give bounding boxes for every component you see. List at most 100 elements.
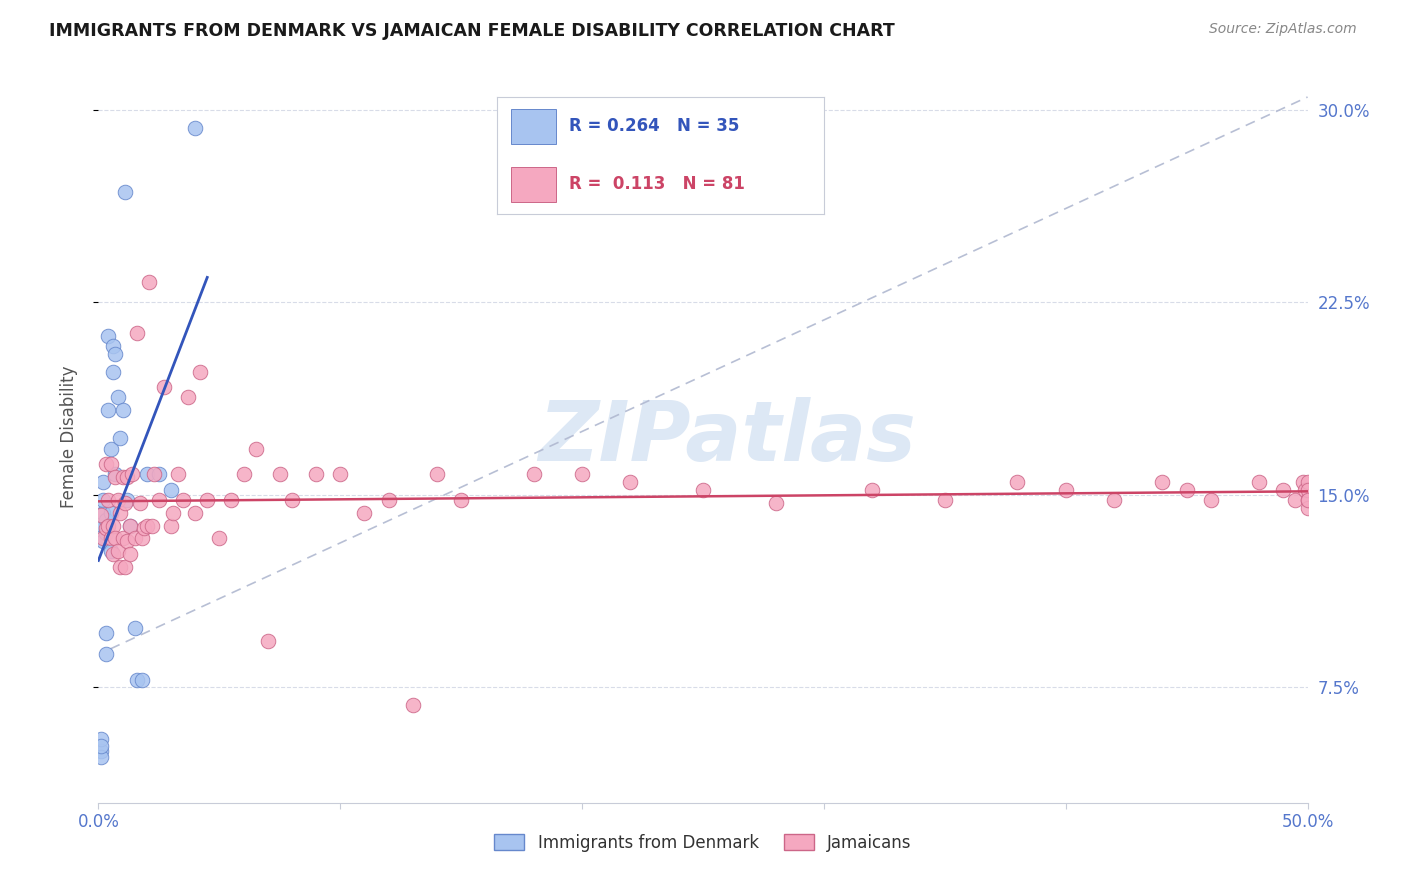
Point	[108, 506, 131, 520]
Point	[329, 467, 352, 482]
Point	[184, 120, 207, 135]
Point	[377, 492, 399, 507]
Point	[100, 506, 122, 520]
Point	[1284, 492, 1306, 507]
Point	[269, 467, 291, 482]
Point	[131, 673, 153, 687]
Legend: Immigrants from Denmark, Jamaicans: Immigrants from Denmark, Jamaicans	[486, 826, 920, 860]
Point	[90, 739, 112, 754]
Point	[101, 339, 124, 353]
Point	[94, 521, 117, 535]
Point	[934, 492, 956, 507]
Point	[108, 559, 131, 574]
Point	[94, 626, 117, 640]
Point	[188, 365, 211, 379]
Point	[97, 492, 120, 507]
Point	[143, 467, 166, 482]
Point	[91, 534, 114, 549]
Point	[860, 483, 883, 497]
Point	[141, 518, 163, 533]
Point	[107, 492, 129, 507]
Point	[523, 467, 546, 482]
Point	[111, 532, 134, 546]
Point	[114, 495, 136, 509]
Point	[94, 647, 117, 661]
Point	[1296, 475, 1319, 489]
Point	[162, 506, 184, 520]
Point	[100, 532, 122, 546]
Point	[118, 518, 141, 533]
Y-axis label: Female Disability: Female Disability	[59, 366, 77, 508]
Point	[118, 547, 141, 561]
Point	[104, 346, 127, 360]
Point	[97, 403, 120, 417]
Point	[111, 470, 134, 484]
Point	[131, 532, 153, 546]
Point	[114, 559, 136, 574]
Point	[1272, 483, 1295, 497]
Point	[1292, 475, 1315, 489]
Point	[256, 634, 278, 648]
Point	[426, 467, 449, 482]
Point	[692, 483, 714, 497]
Point	[124, 621, 146, 635]
Point	[97, 518, 120, 533]
Point	[91, 518, 114, 533]
Point	[128, 495, 150, 509]
Point	[571, 467, 593, 482]
Point	[101, 365, 124, 379]
Point	[1199, 492, 1222, 507]
Point	[1152, 475, 1174, 489]
Point	[172, 492, 194, 507]
Point	[232, 467, 254, 482]
Point	[138, 275, 160, 289]
Point	[94, 514, 117, 528]
Point	[195, 492, 218, 507]
Point	[107, 390, 129, 404]
Point	[118, 518, 141, 533]
Point	[281, 492, 304, 507]
Point	[104, 470, 127, 484]
Text: Source: ZipAtlas.com: Source: ZipAtlas.com	[1209, 22, 1357, 37]
Point	[1296, 492, 1319, 507]
Point	[90, 749, 112, 764]
Point	[1296, 492, 1319, 507]
Point	[1054, 483, 1077, 497]
Point	[208, 532, 231, 546]
Point	[353, 506, 375, 520]
Point	[305, 467, 328, 482]
Point	[765, 495, 787, 509]
Point	[104, 467, 127, 482]
Point	[94, 457, 117, 471]
Point	[104, 532, 127, 546]
Point	[117, 492, 139, 507]
Point	[124, 532, 146, 546]
Point	[1007, 475, 1029, 489]
Point	[101, 518, 124, 533]
Point	[221, 492, 243, 507]
Point	[1296, 483, 1319, 497]
Point	[127, 326, 149, 340]
Point	[184, 506, 207, 520]
Text: ZIPatlas: ZIPatlas	[538, 397, 917, 477]
Point	[90, 744, 112, 758]
Point	[114, 185, 136, 199]
Point	[152, 380, 174, 394]
Point	[100, 457, 122, 471]
Point	[177, 390, 200, 404]
Point	[402, 698, 425, 713]
Point	[134, 521, 156, 535]
Point	[160, 483, 183, 497]
Point	[245, 442, 267, 456]
Point	[90, 731, 112, 746]
Point	[97, 328, 120, 343]
Point	[135, 467, 157, 482]
Point	[117, 470, 139, 484]
Point	[91, 492, 114, 507]
Point	[91, 506, 114, 520]
Point	[1296, 500, 1319, 515]
Point	[1249, 475, 1271, 489]
Text: IMMIGRANTS FROM DENMARK VS JAMAICAN FEMALE DISABILITY CORRELATION CHART: IMMIGRANTS FROM DENMARK VS JAMAICAN FEMA…	[49, 22, 896, 40]
Point	[100, 544, 122, 558]
Point	[111, 403, 134, 417]
